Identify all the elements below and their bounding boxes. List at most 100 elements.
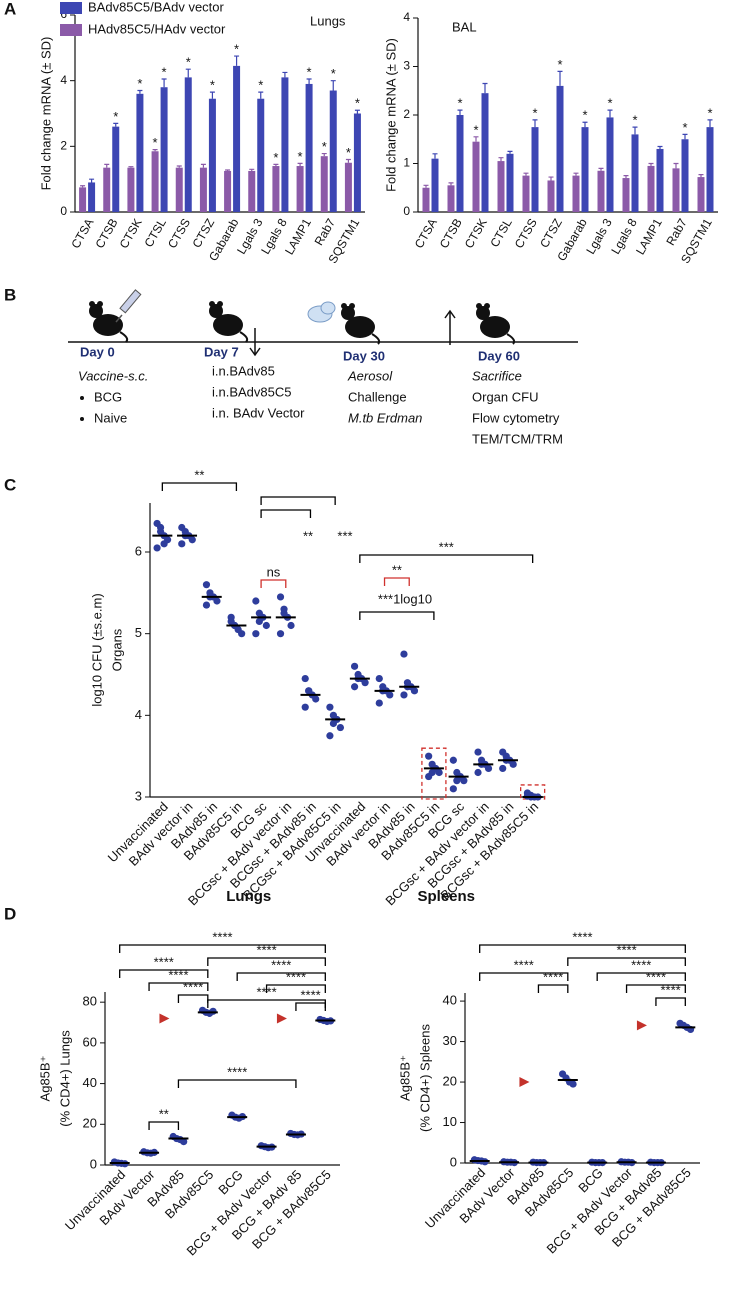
day-label: Day 30 — [343, 348, 385, 363]
error-bar — [523, 172, 529, 176]
data-point — [238, 630, 246, 638]
error-bar — [297, 162, 303, 167]
bar — [329, 90, 337, 212]
y-tick-label: 5 — [135, 625, 142, 640]
bar — [656, 148, 664, 212]
y-axis-label: Fold change mRNA (± SD) — [38, 37, 53, 191]
bar — [672, 168, 680, 212]
error-bar — [448, 182, 454, 186]
bar — [456, 115, 464, 212]
significance-bracket — [177, 1079, 297, 1088]
bar — [112, 126, 120, 212]
error-bar — [623, 175, 629, 179]
y-tick-label: 3 — [135, 788, 142, 803]
x-tick-label: CTSB — [92, 216, 120, 251]
significance-label: **** — [286, 969, 306, 984]
data-point — [453, 777, 461, 785]
bar — [472, 141, 480, 212]
data-point — [435, 768, 443, 777]
error-bar — [225, 169, 231, 171]
data-point — [326, 732, 334, 740]
y-tick-label: 40 — [83, 1075, 97, 1090]
x-tick-label: CTSA — [68, 216, 96, 251]
significance-star: * — [682, 120, 687, 135]
legend-label: BAdv85C5/BAdv vector — [88, 0, 225, 14]
y-tick-label: 4 — [60, 73, 67, 87]
error-bar — [345, 158, 351, 163]
significance-star: * — [607, 96, 612, 111]
significance-label: **** — [154, 954, 174, 969]
bar — [344, 162, 352, 212]
data-point — [305, 687, 313, 695]
significance-label: **** — [631, 957, 651, 972]
error-bar — [482, 82, 488, 94]
error-bar — [137, 89, 143, 94]
error-bar — [104, 163, 110, 168]
bar — [103, 167, 111, 212]
y-tick-label: 10 — [443, 1114, 457, 1129]
significance-label: **** — [543, 969, 563, 984]
y-tick-label: 20 — [83, 1116, 97, 1131]
error-bar — [282, 71, 288, 78]
bar — [281, 77, 289, 212]
legend-swatch — [60, 2, 82, 14]
timeline-text: Flow cytometry — [472, 410, 560, 425]
panel-label: B — [4, 285, 16, 304]
timeline-text: M.tb Erdman — [348, 410, 422, 425]
bar — [556, 85, 564, 212]
significance-bracket — [567, 957, 686, 966]
y-axis-label: (% CD4+) Spleens — [417, 1023, 432, 1132]
data-point — [509, 760, 517, 768]
data-point — [287, 621, 295, 630]
day-label: Day 7 — [204, 344, 239, 359]
bar — [447, 185, 455, 212]
y-axis-label: Ag85B⁺ — [397, 1055, 412, 1101]
x-tick-label: CTSL — [487, 216, 515, 250]
data-point — [276, 630, 285, 638]
significance-bracket — [148, 982, 209, 991]
timeline-text: Challenge — [348, 389, 407, 404]
bar — [706, 127, 714, 212]
significance-star: * — [113, 109, 118, 124]
data-point — [386, 691, 394, 699]
significance-bracket — [295, 1002, 326, 1011]
error-bar — [532, 119, 538, 128]
data-point — [301, 703, 309, 711]
syringe-icon — [115, 289, 142, 323]
significance-label: ** — [392, 562, 402, 577]
y-axis-label: (% CD4+) Lungs — [57, 1030, 72, 1127]
bar — [257, 98, 265, 212]
significance-bracket — [207, 957, 326, 966]
error-bar — [321, 152, 327, 157]
group-label: Lungs — [226, 888, 271, 905]
error-bar — [473, 136, 479, 142]
timeline-text: Organ CFU — [472, 389, 538, 404]
bar — [151, 151, 159, 212]
error-bar — [423, 184, 429, 188]
data-point — [350, 683, 359, 691]
y-tick-label: 60 — [83, 1034, 97, 1049]
bar — [572, 175, 580, 212]
significance-bracket — [479, 944, 686, 953]
y-axis-label: Ag85B⁺ — [37, 1056, 52, 1102]
significance-star: * — [307, 64, 312, 79]
data-point — [156, 523, 165, 532]
bar — [199, 167, 207, 212]
legend-swatch — [60, 24, 82, 36]
y-tick-label: 4 — [135, 707, 142, 722]
data-point — [188, 536, 196, 544]
significance-label: **** — [183, 979, 203, 994]
significance-bracket — [596, 972, 686, 981]
significance-bracket — [177, 994, 209, 1003]
x-tick-label: CTSK — [117, 216, 145, 251]
error-bar — [632, 126, 638, 135]
highlight-box — [421, 747, 447, 800]
y-tick-label: 0 — [90, 1156, 97, 1171]
timeline-text: i.n. BAdv Vector — [212, 405, 305, 420]
error-bar — [234, 55, 240, 66]
bar — [208, 98, 216, 212]
panel-label: A — [4, 0, 16, 18]
error-bar — [573, 172, 579, 176]
significance-bracket — [236, 972, 326, 981]
data-point — [484, 764, 493, 773]
